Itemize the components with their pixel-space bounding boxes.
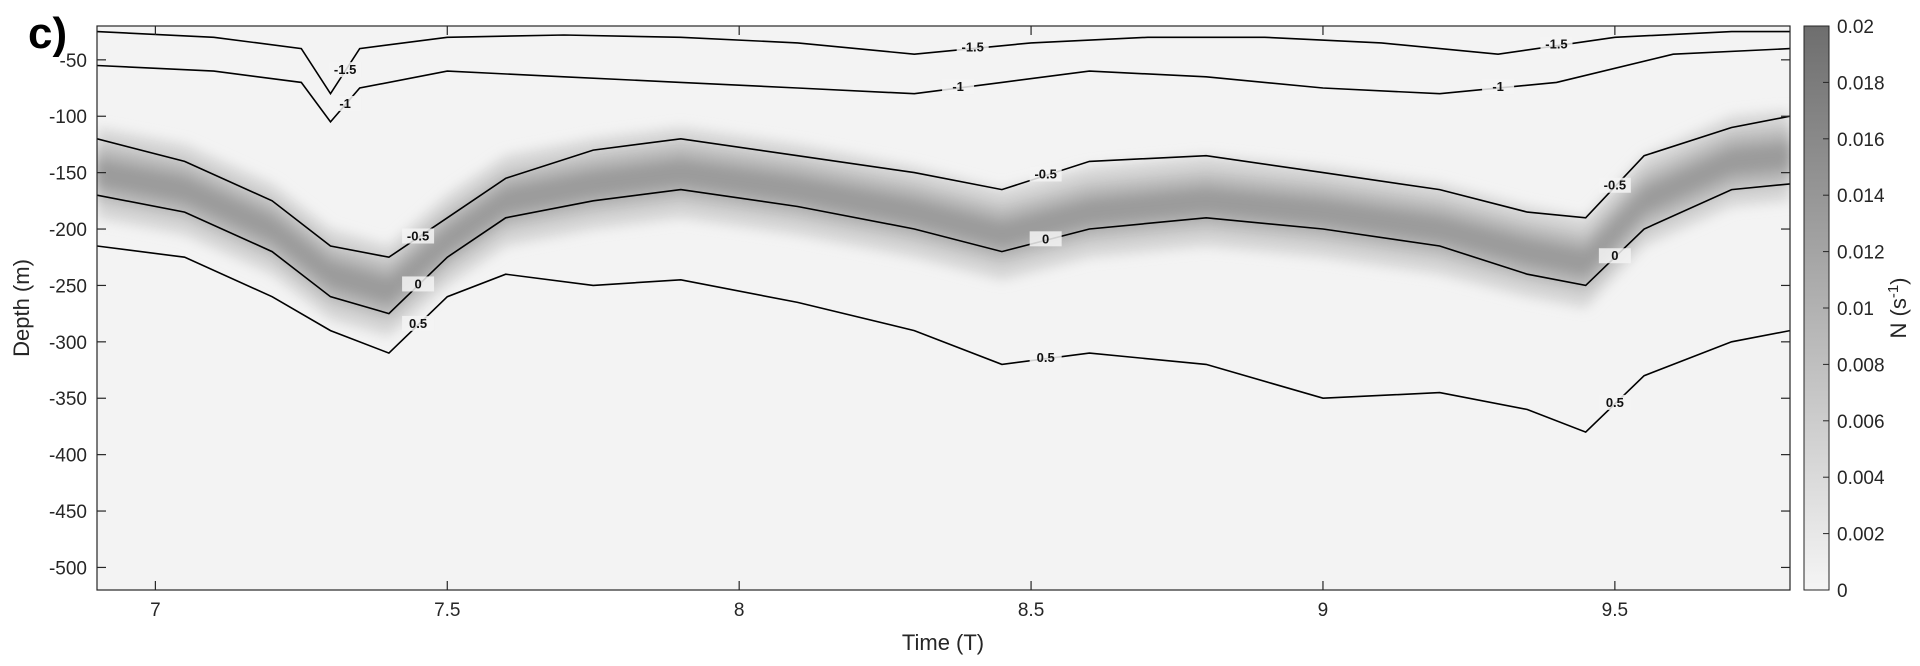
contour-label: 0.5 xyxy=(1037,350,1055,365)
contour-label: 0.5 xyxy=(1606,395,1624,410)
panel-label: c) xyxy=(28,9,67,58)
colorbar-tick-label: 0.01 xyxy=(1837,299,1874,320)
contour-label: -0.5 xyxy=(1604,178,1626,193)
colorbar-label: N (s-1) xyxy=(1885,278,1911,339)
contour-label-background xyxy=(402,315,435,331)
colorbar-label-close: ) xyxy=(1886,278,1911,285)
y-tick-label: -350 xyxy=(49,389,87,410)
contour-line xyxy=(97,47,1790,124)
contour-label: 0 xyxy=(414,276,421,291)
colorbar-tick-label: 0.006 xyxy=(1837,412,1885,433)
x-tick-label: 8.5 xyxy=(1018,600,1044,621)
contour-label: -1 xyxy=(1492,79,1504,94)
plot-frame xyxy=(96,25,1791,591)
contour-label-background xyxy=(1029,231,1062,247)
contour-label: 0.5 xyxy=(409,316,427,331)
contour-label-background xyxy=(402,276,435,292)
y-axis-label: Depth (m) xyxy=(9,259,34,357)
colorbar-tick-label: 0 xyxy=(1837,581,1848,602)
contour-label: 0 xyxy=(1042,231,1049,246)
contour-label: -1 xyxy=(952,79,964,94)
colorbar-tick-label: 0.002 xyxy=(1837,525,1885,546)
colorbar-tick-label: 0.018 xyxy=(1837,73,1885,94)
x-tick-label: 9.5 xyxy=(1602,600,1628,621)
x-axis-label: Time (T) xyxy=(902,630,984,655)
stratification-bands xyxy=(97,110,1790,337)
contour-label-background xyxy=(1598,177,1631,193)
y-tick-label: -100 xyxy=(49,107,87,128)
contour-label: -1 xyxy=(339,96,351,111)
contour-line xyxy=(97,183,1790,315)
contour-label-background xyxy=(1598,394,1631,410)
contour-labels: -1.5 -1.5 -1.5 -1 -1 -1 -0.5 -0.5 -0.5 0 0 0 0.5 0.5 0… xyxy=(329,36,1631,410)
contour-label: -0.5 xyxy=(407,229,429,244)
x-tick-label: 7 xyxy=(150,600,161,621)
colorbar-tick-label: 0.014 xyxy=(1837,186,1885,207)
contour-label-background xyxy=(956,39,989,55)
plot-area: -1.5 -1.5 -1.5 -1 -1 -1 -0.5 -0.5 -0.5 0 0 0 0.5 0.5 0… xyxy=(96,25,1791,591)
colorbar-label-exponent: -1 xyxy=(1885,285,1902,298)
contour-label: -1.5 xyxy=(334,62,356,77)
contour-label-background xyxy=(1482,79,1515,95)
y-axis: -50-100-150-200-250-300-350-400-450-500 xyxy=(49,51,1790,579)
contour-lines xyxy=(97,30,1790,434)
contour-label: -0.5 xyxy=(1034,166,1056,181)
contour-label-background xyxy=(402,228,435,244)
colorbar-tick-label: 0.004 xyxy=(1837,468,1885,489)
contour-label-background xyxy=(1598,248,1631,264)
contour-label-background xyxy=(1540,36,1573,52)
y-tick-label: -450 xyxy=(49,502,87,523)
x-tick-label: 7.5 xyxy=(434,600,460,621)
colorbar-ticks: 0 0.002 0.004 0.006 0.008 0.01 0.012 0.014 0.016… xyxy=(1823,17,1885,602)
colorbar-tick-label: 0.012 xyxy=(1837,243,1885,264)
contour-line xyxy=(97,30,1790,96)
colorbar-label-text: N (s xyxy=(1886,298,1911,338)
contour-label-background xyxy=(942,79,975,95)
y-tick-label: -250 xyxy=(49,276,87,297)
stratification-band-layer xyxy=(97,141,1790,306)
colorbar-tick-label: 0.016 xyxy=(1837,130,1885,151)
y-tick-label: -150 xyxy=(49,164,87,185)
contour-line xyxy=(97,115,1790,259)
contour-label-background xyxy=(329,95,362,111)
contour-label-background xyxy=(329,62,362,78)
contour-label: 0 xyxy=(1611,248,1618,263)
x-axis: 7 7.5 8 8.5 9 9.5 xyxy=(150,26,1628,621)
colorbar-tick-label: 0.02 xyxy=(1837,17,1874,38)
x-tick-label: 8 xyxy=(734,600,745,621)
contour-label: -1.5 xyxy=(1545,37,1567,52)
contour-label-background xyxy=(1029,349,1062,365)
colorbar-tick-label: 0.008 xyxy=(1837,355,1885,376)
contour-label: -1.5 xyxy=(961,40,983,55)
y-tick-label: -300 xyxy=(49,333,87,354)
y-tick-label: -400 xyxy=(49,446,87,467)
colorbar: 0 0.002 0.004 0.006 0.008 0.01 0.012 0.014 0.016… xyxy=(1803,17,1911,602)
y-tick-label: -200 xyxy=(49,220,87,241)
x-tick-label: 9 xyxy=(1318,600,1329,621)
y-tick-label: -50 xyxy=(60,51,87,72)
contour-label-background xyxy=(1029,166,1062,182)
y-tick-label: -500 xyxy=(49,558,87,579)
contour-line xyxy=(97,245,1790,434)
